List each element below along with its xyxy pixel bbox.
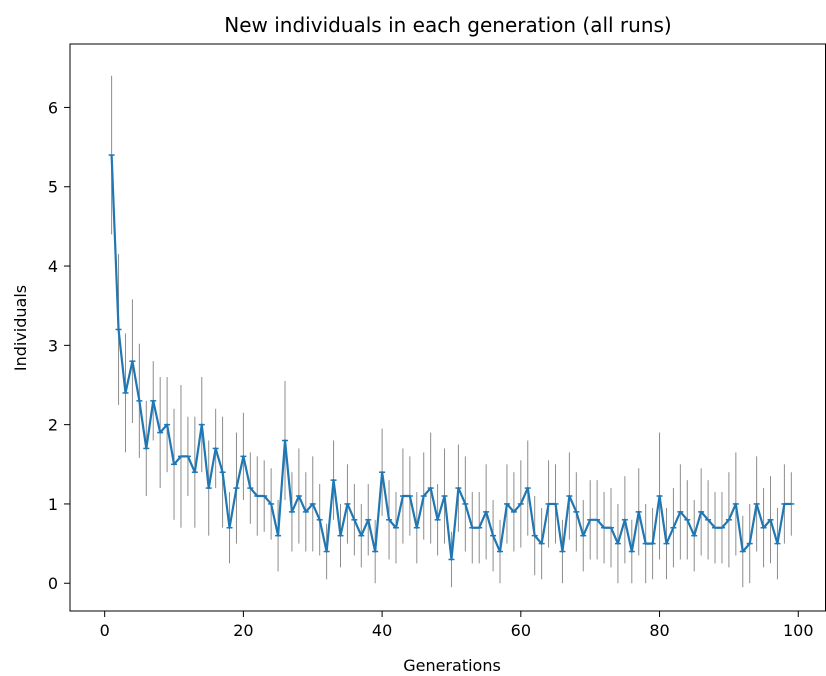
x-axis-label: Generations bbox=[403, 656, 501, 675]
chart-title: New individuals in each generation (all … bbox=[224, 13, 671, 37]
x-tick-label: 60 bbox=[511, 621, 531, 640]
y-tick-label: 0 bbox=[48, 574, 58, 593]
y-tick-label: 6 bbox=[48, 98, 58, 117]
y-tick-label: 3 bbox=[48, 336, 58, 355]
x-tick-label: 40 bbox=[372, 621, 392, 640]
y-tick-label: 4 bbox=[48, 257, 58, 276]
y-tick-label: 5 bbox=[48, 178, 58, 197]
tick-group: 0 20 40 60 80 100 0 1 2 3 4 5 6 bbox=[48, 98, 814, 640]
x-tick-label: 20 bbox=[233, 621, 253, 640]
y-axis-label: Individuals bbox=[11, 285, 30, 371]
x-tick-label: 100 bbox=[783, 621, 814, 640]
y-tick-label: 1 bbox=[48, 495, 58, 514]
series-group bbox=[108, 154, 795, 561]
x-tick-label: 0 bbox=[100, 621, 110, 640]
x-tick-label: 80 bbox=[649, 621, 669, 640]
y-tick-label: 2 bbox=[48, 416, 58, 435]
